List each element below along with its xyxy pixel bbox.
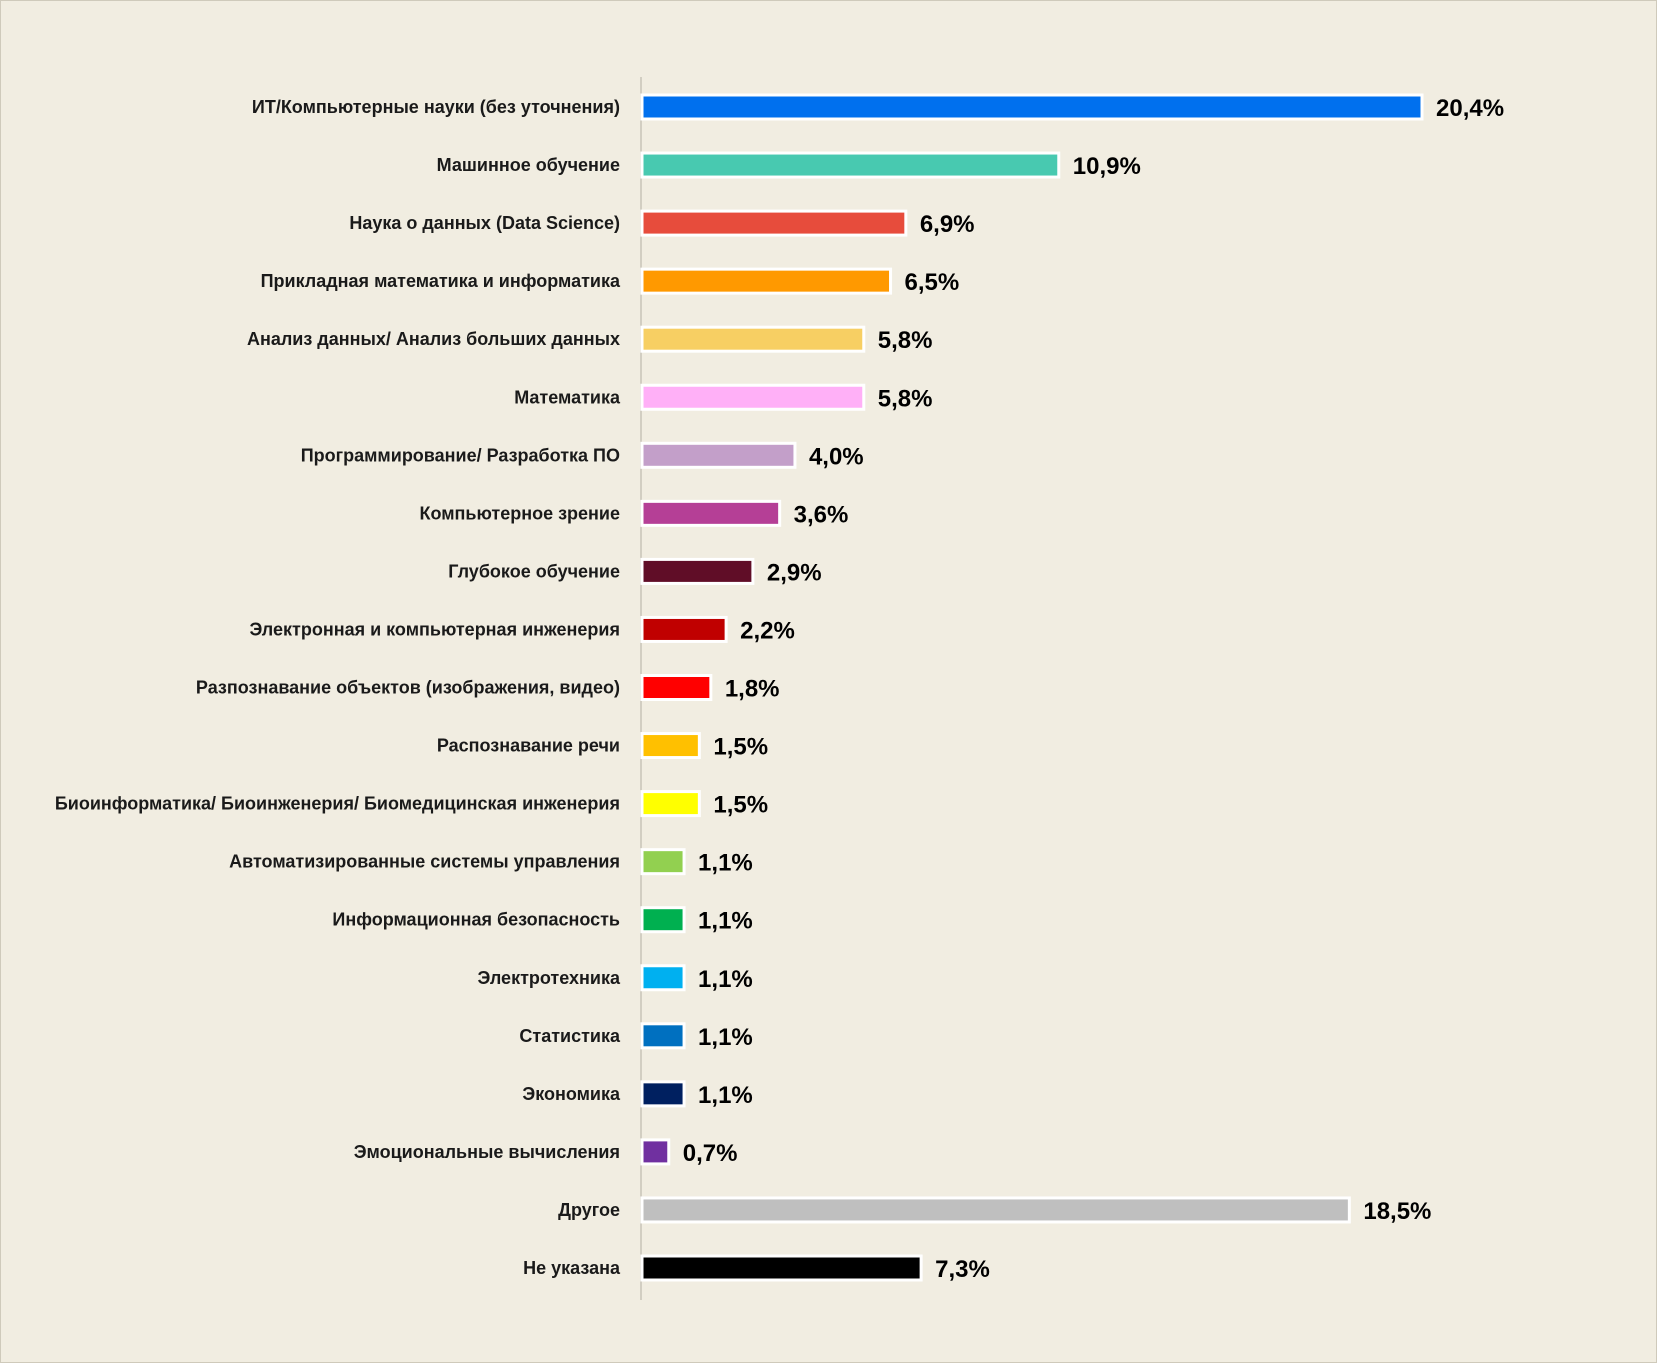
value-label: 2,2% — [740, 617, 795, 644]
value-label: 7,3% — [935, 1256, 990, 1283]
bar — [640, 441, 797, 469]
bar — [640, 267, 893, 295]
category-label: Другое — [558, 1200, 620, 1220]
bar — [640, 1196, 1351, 1224]
value-label: 1,5% — [713, 792, 768, 819]
category-label: Электротехника — [478, 968, 621, 988]
bar — [640, 1080, 686, 1108]
bar — [640, 325, 866, 353]
category-label: Информационная безопасность — [332, 910, 620, 930]
category-label: Автоматизированные системы управления — [229, 852, 620, 872]
category-label: Распознавание речи — [437, 736, 620, 756]
bar — [640, 557, 755, 585]
value-label: 18,5% — [1363, 1198, 1431, 1225]
bar — [640, 93, 1424, 121]
value-label: 4,0% — [809, 443, 864, 470]
bar — [640, 499, 782, 527]
value-label: 1,1% — [698, 1024, 753, 1051]
value-label: 2,9% — [767, 559, 822, 586]
category-label: Разпознавание объектов (изображения, вид… — [196, 678, 620, 698]
value-label: 1,1% — [698, 908, 753, 935]
category-label: Эмоциональные вычисления — [354, 1142, 620, 1162]
category-label: Компьютерное зрение — [419, 503, 620, 523]
value-label: 1,1% — [698, 850, 753, 877]
category-label: Статистика — [519, 1026, 621, 1046]
category-label: Электронная и компьютерная инженерия — [249, 619, 620, 639]
value-label: 20,4% — [1436, 95, 1504, 122]
value-label: 10,9% — [1073, 153, 1141, 180]
value-label: 5,8% — [878, 385, 933, 412]
value-label: 1,1% — [698, 1082, 753, 1109]
category-label: ИТ/Компьютерные науки (без уточнения) — [252, 97, 620, 117]
value-label: 1,5% — [713, 734, 768, 761]
bar — [640, 674, 713, 701]
bar — [640, 209, 908, 237]
value-label: 1,8% — [725, 676, 780, 703]
value-label: 1,1% — [698, 966, 753, 993]
bar — [640, 906, 686, 934]
value-label: 5,8% — [878, 327, 933, 354]
category-label: Глубокое обучение — [448, 561, 620, 581]
value-label: 6,9% — [920, 211, 975, 238]
bar — [640, 732, 701, 760]
category-label: Не указана — [523, 1258, 621, 1278]
category-label: Биоинформатика/ Биоинженерия/ Биомедицин… — [55, 794, 620, 814]
category-label: Экономика — [522, 1084, 621, 1104]
category-label: Прикладная математика и информатика — [261, 271, 621, 291]
value-label: 0,7% — [683, 1140, 738, 1167]
category-label: Анализ данных/ Анализ больших данных — [247, 329, 620, 349]
bar — [640, 790, 701, 818]
bar — [640, 964, 686, 992]
category-label: Программирование/ Разработка ПО — [301, 445, 620, 465]
category-label: Наука о данных (Data Science) — [349, 213, 620, 233]
value-label: 3,6% — [794, 501, 849, 528]
bar — [640, 1138, 671, 1166]
bar — [640, 1022, 686, 1050]
bar — [640, 1254, 923, 1282]
bar — [640, 848, 686, 876]
category-label: Математика — [514, 387, 621, 407]
bar — [640, 151, 1061, 179]
bar — [640, 615, 728, 643]
value-label: 6,5% — [905, 269, 960, 296]
category-label: Машинное обучение — [437, 155, 620, 175]
bar — [640, 383, 866, 411]
